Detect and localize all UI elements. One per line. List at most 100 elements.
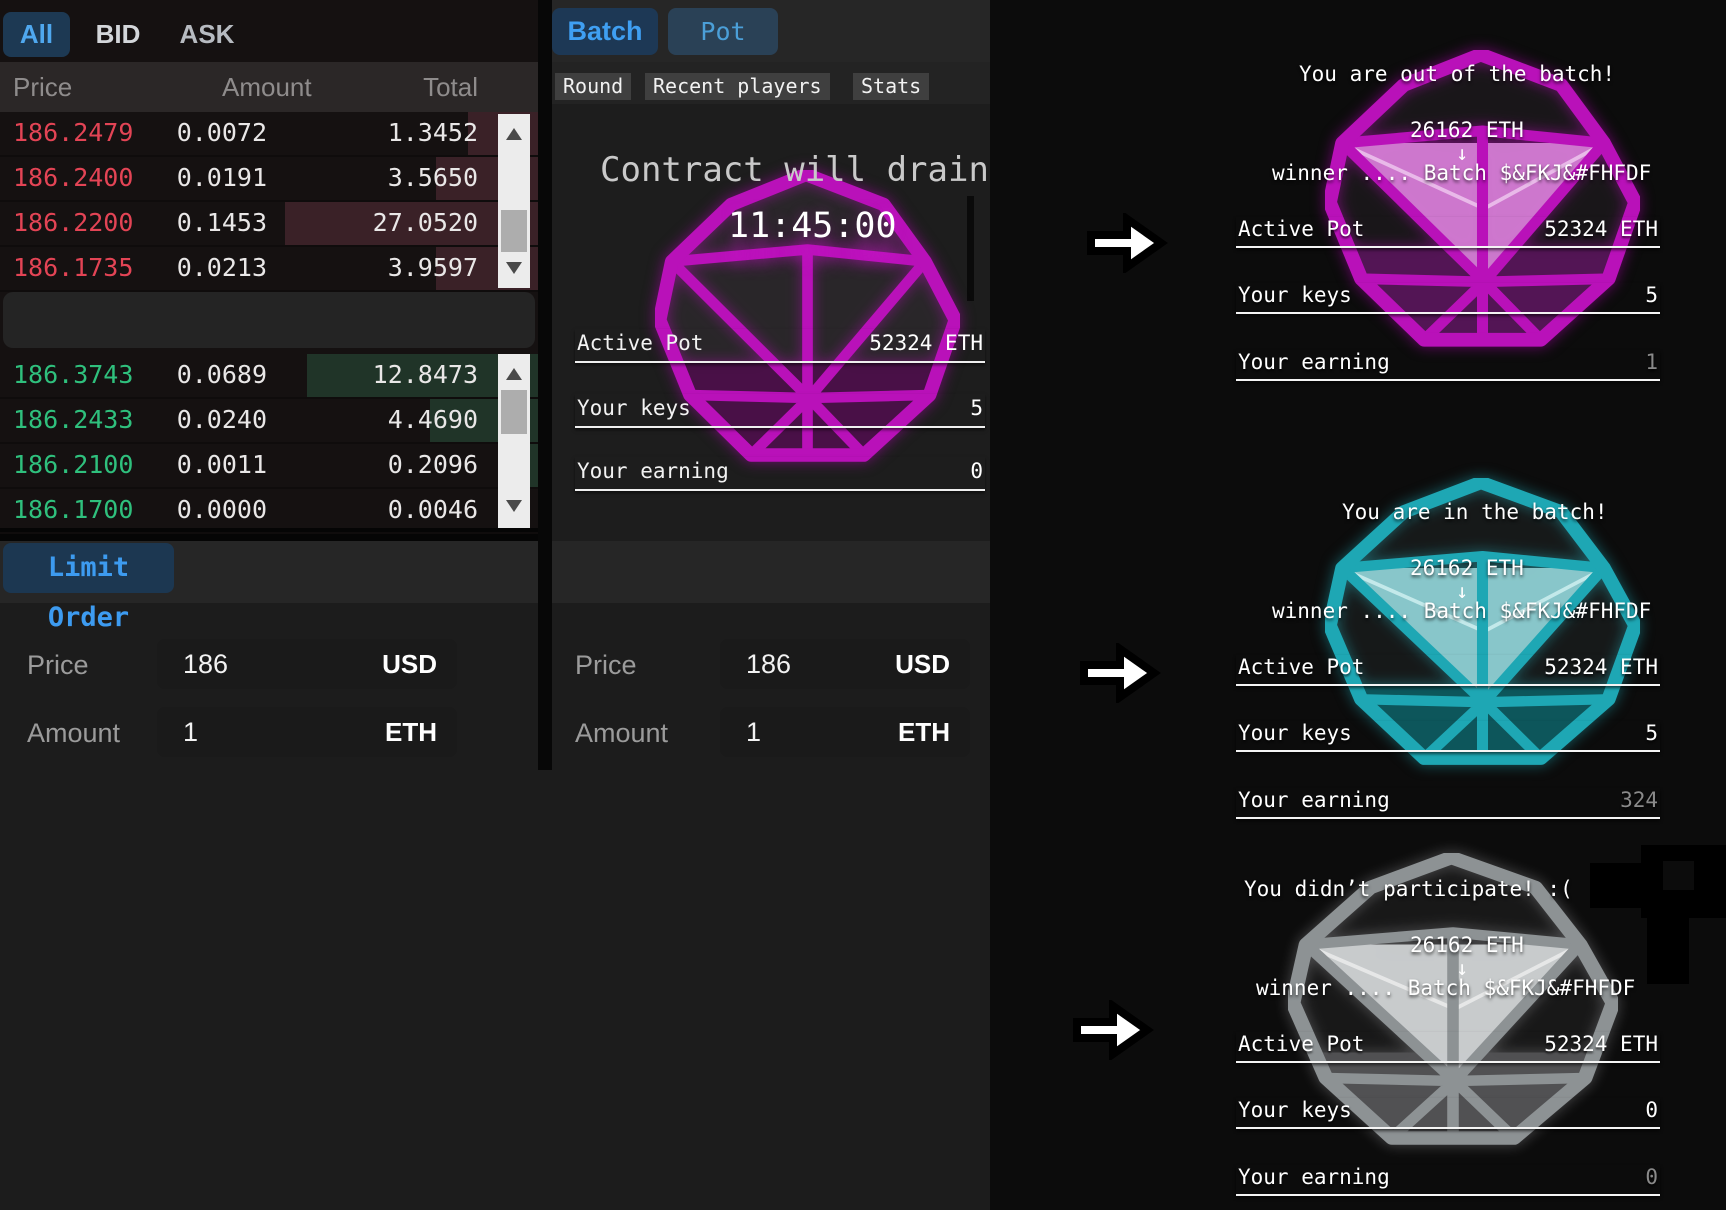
tab-ask[interactable]: ASK (179, 19, 235, 49)
subtab-stats[interactable]: Stats (853, 73, 930, 100)
scroll-up-icon[interactable] (506, 368, 522, 380)
ask-total: 27.0520 (372, 208, 478, 237)
your-earning-value: 1 (1645, 350, 1658, 374)
your-earning-value: 0 (1645, 1165, 1658, 1189)
order-book-bottom-edge (0, 528, 552, 541)
spread-price-input[interactable] (3, 292, 535, 348)
bid-price: 186.3743 (13, 360, 134, 389)
scroll-down-icon[interactable] (506, 500, 522, 512)
price-value: 186 (183, 649, 229, 679)
pot-amount: 26162 ETH (1410, 556, 1524, 580)
amount-field[interactable]: 1 ETH (157, 707, 457, 757)
outcome-title: You didn’t participate! :( (1244, 877, 1573, 901)
scroll-up-icon[interactable] (506, 128, 522, 140)
your-keys-row: Your keys 5 (1236, 283, 1660, 314)
amount-label: Amount (575, 718, 669, 748)
winner-line: winner .... Batch $&FKJ&#FHFDF (1272, 161, 1652, 185)
arrow-right-icon (1080, 643, 1161, 703)
tab-bid[interactable]: BID (95, 19, 141, 49)
ask-price: 186.2200 (13, 208, 134, 237)
price-field[interactable]: 186 USD (157, 639, 457, 689)
table-row-ask[interactable]: 186.2200 0.1453 27.0520 (0, 202, 538, 247)
arrow-down-icon: ↓ (1456, 956, 1469, 980)
table-row-bid[interactable]: 186.2433 0.0240 4.4690 (0, 399, 538, 444)
pot-amount: 26162 ETH (1410, 933, 1524, 957)
active-pot-value: 52324 ETH (1544, 655, 1658, 679)
table-row-bid[interactable]: 186.1700 0.0000 0.0046 (0, 489, 538, 534)
bid-rows: 186.3743 0.0689 12.8473 186.2433 0.0240 … (0, 354, 538, 534)
price-value: 186 (746, 649, 792, 679)
amount-value: 1 (183, 717, 199, 747)
arrow-right-icon (1073, 1000, 1154, 1060)
arrow-right-icon (1087, 213, 1168, 273)
gem-icon (1325, 478, 1640, 773)
vertical-divider (538, 0, 552, 770)
your-keys-label: Your keys (577, 396, 691, 420)
outcome-panel-in-batch: You are in the batch! 26162 ETH ↓ winner… (1228, 500, 1668, 835)
pixel-glyph-icon (1647, 918, 1689, 984)
your-earning-label: Your earning (1238, 1165, 1390, 1189)
arrow-down-icon: ↓ (1456, 579, 1469, 603)
scrollbar-thumb[interactable] (501, 390, 527, 434)
column-header-amount: Amount (222, 72, 312, 102)
scrollbar[interactable] (498, 354, 530, 528)
your-earning-label: Your earning (1238, 350, 1390, 374)
bid-price: 186.2100 (13, 450, 134, 479)
active-pot-label: Active Pot (1238, 217, 1365, 241)
ask-amount: 0.0191 (176, 163, 267, 192)
gem-icon (1325, 50, 1640, 355)
table-row-ask[interactable]: 186.2479 0.0072 1.3452 (0, 112, 538, 157)
scroll-down-icon[interactable] (506, 262, 522, 274)
pot-tab-button[interactable]: Pot (668, 8, 778, 55)
column-header-total: Total (423, 72, 478, 102)
table-row-ask[interactable]: 186.1735 0.0213 3.9597 (0, 247, 538, 292)
ask-rows: 186.2479 0.0072 1.3452 186.2400 0.0191 3… (0, 112, 538, 292)
subtab-recent-players[interactable]: Recent players (645, 73, 830, 100)
your-earning-value: 324 (1620, 788, 1658, 812)
your-keys-label: Your keys (1238, 721, 1352, 745)
your-keys-value: 5 (970, 396, 983, 420)
ask-price: 186.1735 (13, 253, 134, 282)
price-field[interactable]: 186 USD (720, 639, 970, 689)
depth-bar (285, 202, 538, 245)
ask-price: 186.2479 (13, 118, 134, 147)
arrow-down-icon: ↓ (1456, 141, 1469, 165)
table-row-bid[interactable]: 186.2100 0.0011 0.2096 (0, 444, 538, 489)
table-row-ask[interactable]: 186.2400 0.0191 3.5650 (0, 157, 538, 202)
bid-amount: 0.0011 (176, 450, 267, 479)
panel-scrollbar[interactable] (967, 196, 974, 301)
table-row-bid[interactable]: 186.3743 0.0689 12.8473 (0, 354, 538, 399)
active-pot-label: Active Pot (1238, 1032, 1365, 1056)
your-earning-row: Your earning 1 (1236, 350, 1660, 381)
pixel-glyph-icon (1590, 863, 1642, 908)
ask-total: 1.3452 (387, 118, 478, 147)
pixel-glyph-notch (1663, 861, 1694, 890)
scrollbar-thumb[interactable] (501, 210, 527, 252)
your-keys-value: 5 (1645, 721, 1658, 745)
your-earning-value: 0 (970, 459, 983, 483)
your-keys-label: Your keys (1238, 1098, 1352, 1122)
ask-price: 186.2400 (13, 163, 134, 192)
forms-background (0, 603, 990, 1210)
drain-headline: Contract will drain (600, 150, 989, 190)
order-book-header: Price Amount Total (0, 62, 538, 112)
bid-total: 0.2096 (387, 450, 478, 479)
gem-icon (655, 170, 960, 470)
bid-amount: 0.0000 (176, 495, 267, 524)
bid-total: 12.8473 (372, 360, 478, 389)
subtab-round[interactable]: Round (555, 73, 632, 100)
outcome-title: You are out of the batch! (1299, 62, 1616, 86)
price-unit: USD (895, 649, 950, 679)
column-header-price: Price (13, 72, 73, 102)
bid-amount: 0.0689 (176, 360, 267, 389)
amount-field[interactable]: 1 ETH (720, 707, 970, 757)
tab-all[interactable]: All (3, 12, 70, 57)
limit-order-button[interactable]: Limit Order (3, 543, 174, 633)
scrollbar[interactable] (498, 114, 530, 288)
price-label: Price (575, 650, 637, 680)
your-keys-row: Your keys 5 (575, 394, 985, 428)
your-keys-value: 0 (1645, 1098, 1658, 1122)
batch-tab-button[interactable]: Batch (552, 8, 658, 55)
ask-total: 3.9597 (387, 253, 478, 282)
your-earning-label: Your earning (1238, 788, 1390, 812)
